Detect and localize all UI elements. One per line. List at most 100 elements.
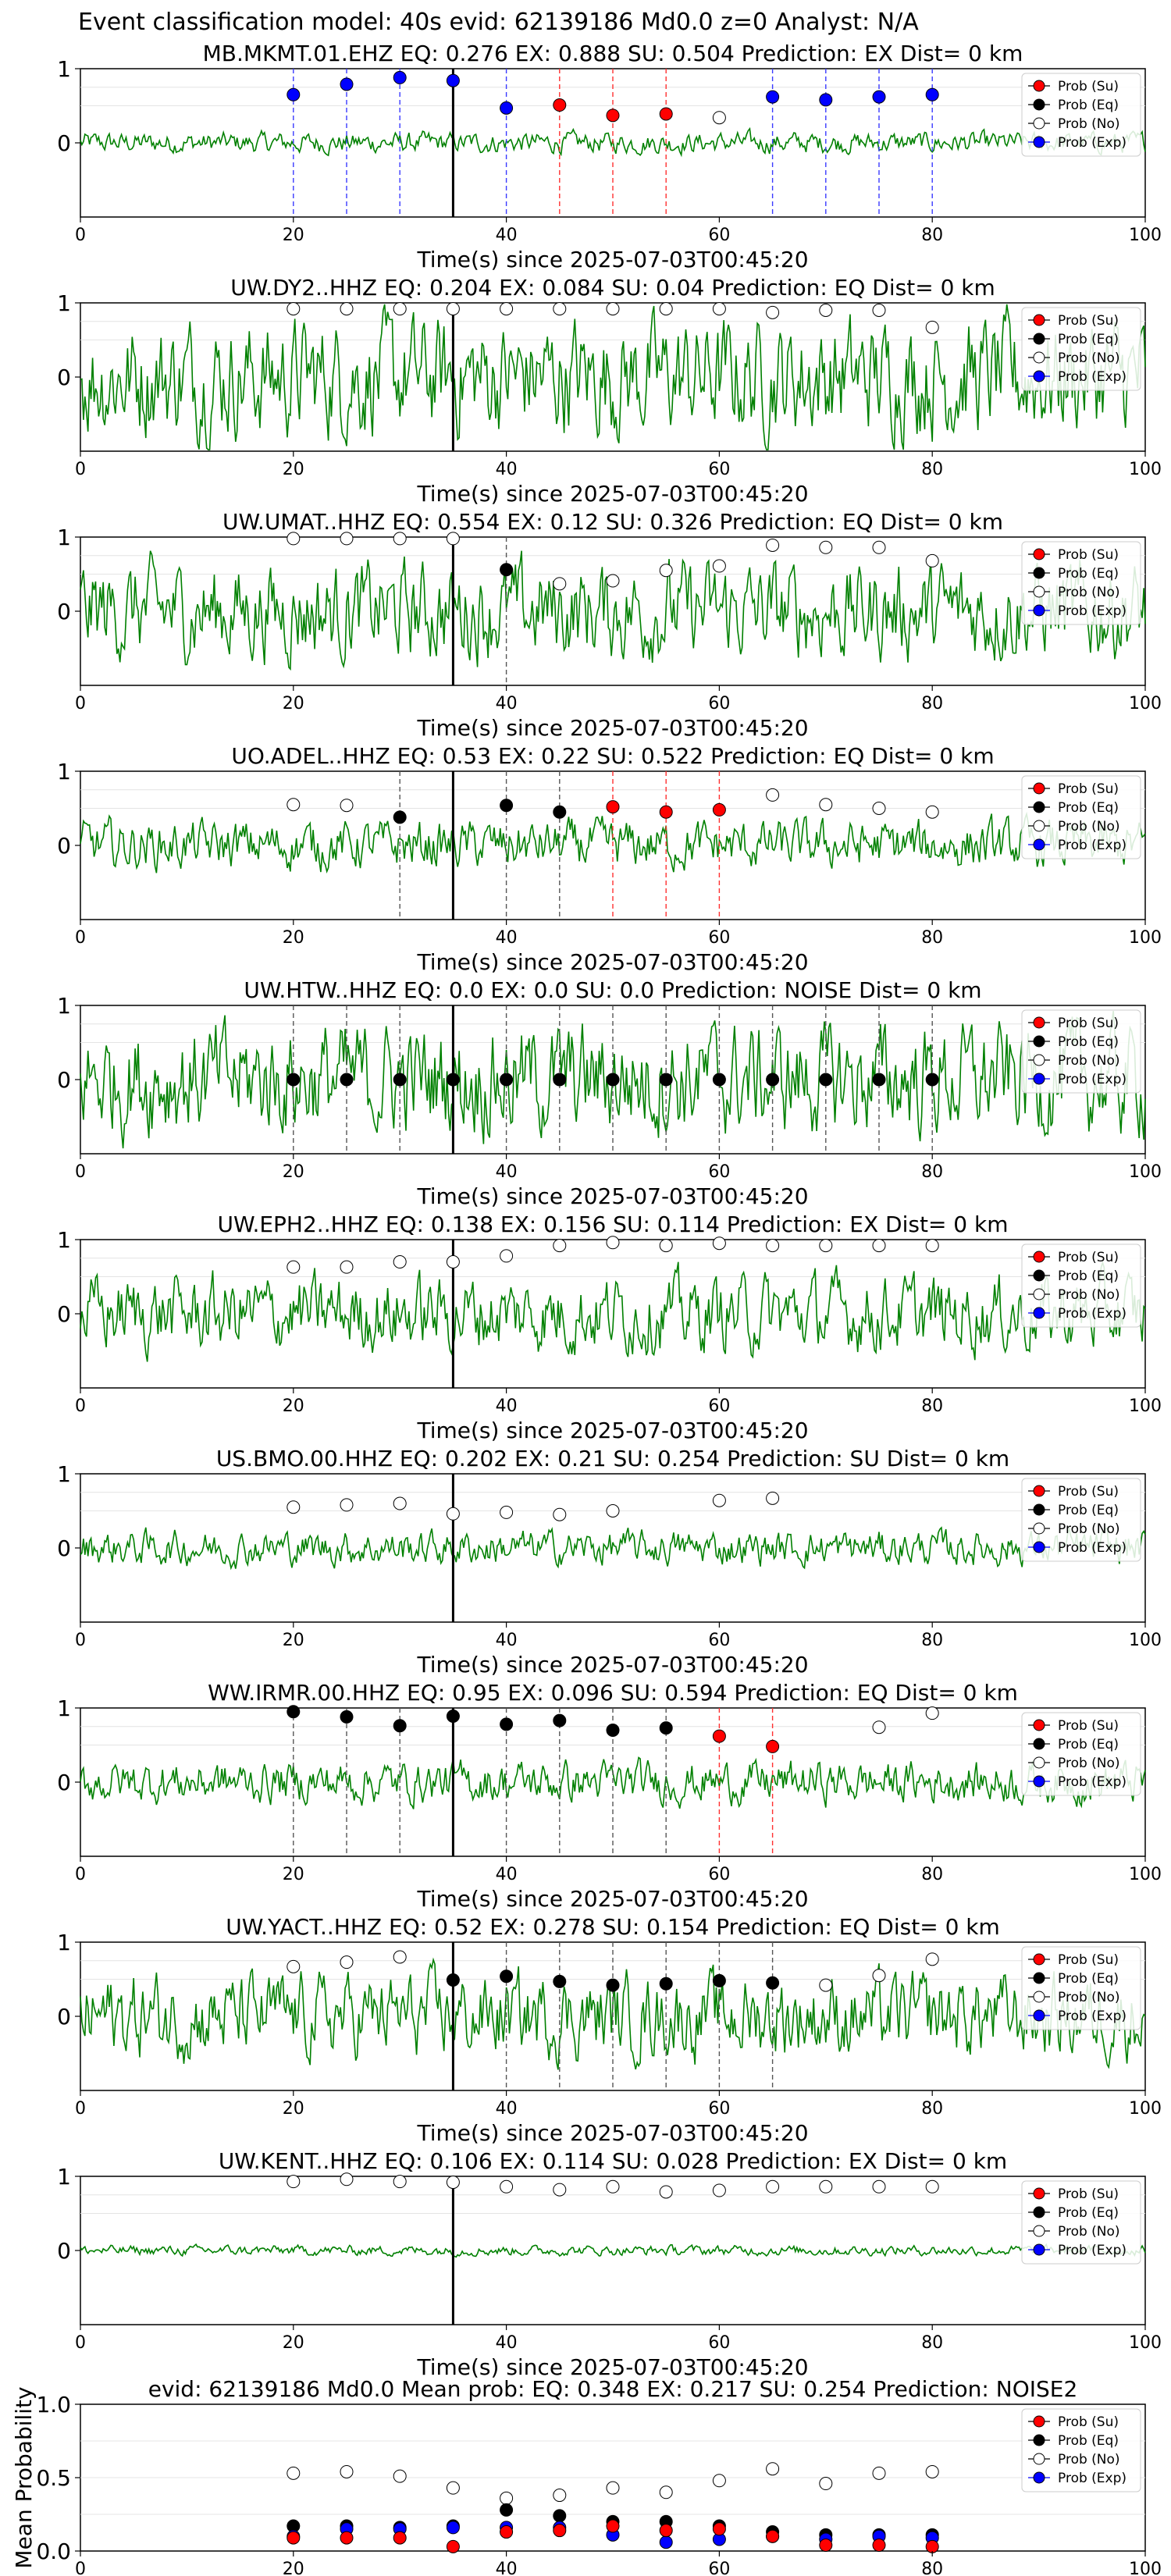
legend-label: Prob (Exp) — [1058, 1540, 1127, 1556]
x-tick-label: 20 — [283, 694, 304, 713]
prob-point-no — [767, 2180, 779, 2193]
prob-point-no — [607, 575, 619, 587]
panel-7: US.BMO.00.HHZ EQ: 0.202 EX: 0.21 SU: 0.2… — [57, 1446, 1162, 1678]
panel-10: UW.KENT..HHZ EQ: 0.106 EX: 0.114 SU: 0.0… — [57, 2148, 1162, 2380]
y-tick-label: 1 — [57, 1695, 71, 1721]
x-tick-label: 40 — [496, 1397, 518, 1416]
y-tick-label: 1 — [57, 993, 71, 1019]
x-tick-label: 20 — [283, 460, 304, 479]
legend-marker-no — [1034, 1523, 1045, 1534]
x-tick-label: 40 — [496, 2333, 518, 2353]
legend-label: Prob (No) — [1058, 2452, 1120, 2467]
plot-frame — [80, 2176, 1145, 2325]
prob-point-no — [553, 1240, 566, 1252]
x-tick-label: 80 — [921, 2099, 943, 2119]
mean-point-no — [607, 2482, 619, 2494]
panel-title: UW.UMAT..HHZ EQ: 0.554 EX: 0.12 SU: 0.32… — [222, 509, 1003, 535]
legend-marker-no — [1034, 820, 1045, 831]
prob-point-eq — [926, 1073, 938, 1086]
legend-marker-no — [1034, 1055, 1045, 1066]
prob-point-no — [500, 1250, 513, 1262]
prob-point-no — [607, 1505, 619, 1517]
panel-3: UW.UMAT..HHZ EQ: 0.554 EX: 0.12 SU: 0.32… — [57, 509, 1162, 741]
legend-label: Prob (Exp) — [1058, 135, 1127, 151]
prob-point-no — [767, 1240, 779, 1252]
prob-point-no — [447, 2176, 459, 2189]
prob-point-exp — [447, 74, 459, 87]
legend-label: Prob (Exp) — [1058, 838, 1127, 853]
x-tick-label: 0 — [75, 2560, 86, 2576]
prob-point-no — [447, 303, 459, 315]
panel-2: UW.DY2..HHZ EQ: 0.204 EX: 0.084 SU: 0.04… — [57, 275, 1162, 507]
x-tick-label: 100 — [1129, 694, 1162, 713]
x-tick-label: 20 — [283, 1631, 304, 1650]
prob-point-no — [926, 1953, 938, 1966]
prob-point-eq — [500, 799, 513, 812]
legend-marker-su — [1034, 1485, 1045, 1496]
legend-label: Prob (Eq) — [1058, 98, 1119, 113]
prob-point-eq — [607, 1073, 619, 1086]
prob-point-no — [393, 303, 406, 315]
x-tick-label: 0 — [75, 1631, 86, 1650]
x-tick-label: 80 — [921, 1631, 943, 1650]
prob-point-no — [873, 2180, 885, 2193]
x-tick-label: 100 — [1129, 928, 1162, 948]
mean-point-no — [713, 2475, 725, 2487]
prob-point-no — [553, 1508, 566, 1521]
legend-marker-su — [1034, 80, 1045, 91]
y-tick-label: 1 — [57, 290, 71, 316]
mean-point-su — [820, 2539, 832, 2551]
legend-marker-eq — [1034, 2207, 1045, 2218]
prob-point-eq — [607, 1979, 619, 1991]
mean-point-su — [713, 2523, 725, 2535]
legend-marker-exp — [1034, 371, 1045, 382]
y-tick-label: 0.0 — [36, 2539, 71, 2564]
y-tick-label: 1 — [57, 1930, 71, 1955]
x-axis-label: Time(s) since 2025-07-03T00:45:20 — [416, 949, 808, 975]
y-tick-label: 1 — [57, 759, 71, 785]
legend-label: Prob (Su) — [1058, 2186, 1119, 2202]
legend-label: Prob (Exp) — [1058, 603, 1127, 619]
mean-point-no — [926, 2465, 938, 2478]
mean-point-su — [340, 2532, 353, 2544]
x-tick-label: 40 — [496, 2099, 518, 2119]
mean-point-no — [340, 2465, 353, 2478]
x-tick-label: 40 — [496, 928, 518, 948]
y-tick-label: 0 — [57, 833, 71, 859]
mean-point-no — [767, 2463, 779, 2475]
legend-label: Prob (No) — [1058, 1053, 1120, 1069]
prob-point-no — [553, 303, 566, 315]
legend-marker-exp — [1034, 1308, 1045, 1318]
mean-point-no — [660, 2486, 672, 2499]
prob-point-no — [713, 2184, 725, 2197]
legend-marker-su — [1034, 1017, 1045, 1028]
legend-marker-exp — [1034, 2010, 1045, 2021]
prob-point-eq — [660, 1722, 672, 1735]
prob-point-no — [873, 304, 885, 317]
x-tick-label: 60 — [708, 1397, 730, 1416]
panel-5: UW.HTW..HHZ EQ: 0.0 EX: 0.0 SU: 0.0 Pred… — [57, 977, 1162, 1209]
prob-point-no — [607, 2180, 619, 2193]
prob-point-no — [767, 539, 779, 551]
legend-label: Prob (No) — [1058, 1990, 1120, 2005]
prob-point-su — [713, 1730, 725, 1742]
legend-label: Prob (No) — [1058, 1756, 1120, 1771]
x-tick-label: 0 — [75, 460, 86, 479]
prob-point-no — [287, 799, 300, 811]
legend-label: Prob (Eq) — [1058, 1737, 1119, 1752]
legend-marker-exp — [1034, 2472, 1045, 2483]
prob-point-no — [340, 1499, 353, 1511]
x-tick-label: 40 — [496, 1162, 518, 1182]
legend: Prob (Su) Prob (Eq) Prob (No) Prob (Exp) — [1022, 1713, 1141, 1795]
legend-marker-eq — [1034, 333, 1045, 344]
legend-label: Prob (Eq) — [1058, 2205, 1119, 2221]
mean-point-su — [660, 2524, 672, 2537]
prob-point-exp — [926, 88, 938, 101]
x-tick-label: 0 — [75, 1162, 86, 1182]
prob-point-no — [660, 303, 672, 315]
x-tick-label: 0 — [75, 1397, 86, 1416]
x-tick-label: 100 — [1129, 1397, 1162, 1416]
legend-label: Prob (Su) — [1058, 313, 1119, 329]
legend-label: Prob (Su) — [1058, 781, 1119, 797]
legend-label: Prob (No) — [1058, 1287, 1120, 1303]
